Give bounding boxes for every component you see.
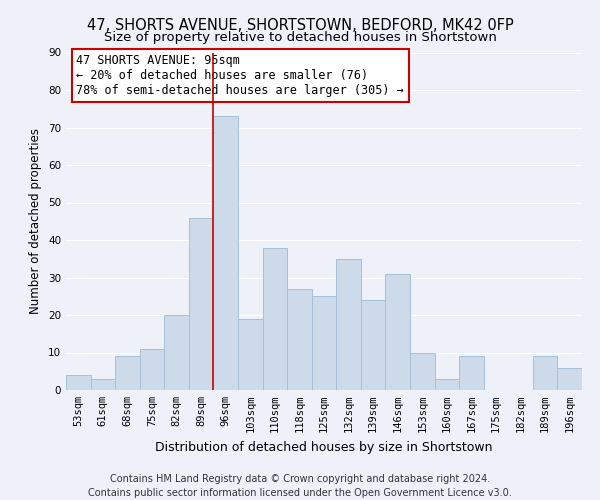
Bar [557, 368, 582, 390]
Bar [214, 116, 238, 390]
Bar [189, 218, 214, 390]
Bar [263, 248, 287, 390]
Bar [164, 315, 189, 390]
Text: Contains HM Land Registry data © Crown copyright and database right 2024.
Contai: Contains HM Land Registry data © Crown c… [88, 474, 512, 498]
Bar [312, 296, 336, 390]
X-axis label: Distribution of detached houses by size in Shortstown: Distribution of detached houses by size … [155, 440, 493, 454]
Bar [459, 356, 484, 390]
Text: 47 SHORTS AVENUE: 95sqm
← 20% of detached houses are smaller (76)
78% of semi-de: 47 SHORTS AVENUE: 95sqm ← 20% of detache… [76, 54, 404, 97]
Bar [434, 379, 459, 390]
Bar [410, 352, 434, 390]
Bar [361, 300, 385, 390]
Bar [238, 319, 263, 390]
Bar [91, 379, 115, 390]
Y-axis label: Number of detached properties: Number of detached properties [29, 128, 43, 314]
Bar [115, 356, 140, 390]
Bar [140, 349, 164, 390]
Bar [385, 274, 410, 390]
Text: Size of property relative to detached houses in Shortstown: Size of property relative to detached ho… [104, 31, 496, 44]
Bar [66, 375, 91, 390]
Bar [533, 356, 557, 390]
Bar [336, 259, 361, 390]
Bar [287, 289, 312, 390]
Text: 47, SHORTS AVENUE, SHORTSTOWN, BEDFORD, MK42 0FP: 47, SHORTS AVENUE, SHORTSTOWN, BEDFORD, … [86, 18, 514, 32]
